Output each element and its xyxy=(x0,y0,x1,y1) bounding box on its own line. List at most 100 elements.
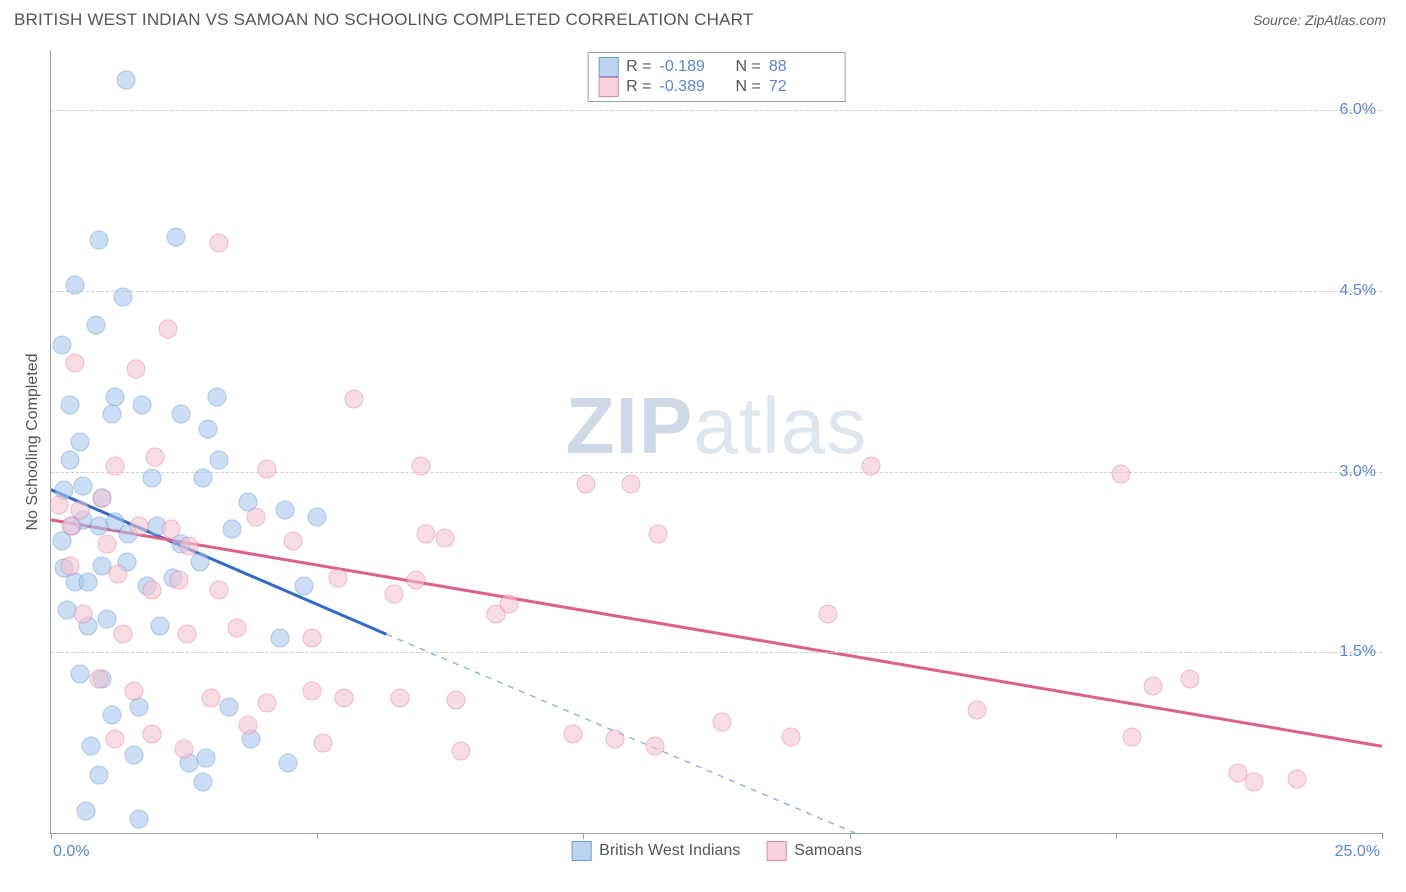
scatter-point xyxy=(143,725,162,744)
scatter-point xyxy=(105,456,124,475)
chart-header: BRITISH WEST INDIAN VS SAMOAN NO SCHOOLI… xyxy=(0,0,1406,34)
scatter-point xyxy=(97,609,116,628)
scatter-point xyxy=(79,573,98,592)
scatter-point xyxy=(648,525,667,544)
scatter-point xyxy=(143,468,162,487)
chart-title: BRITISH WEST INDIAN VS SAMOAN NO SCHOOLI… xyxy=(14,10,753,30)
scatter-point xyxy=(499,595,518,614)
scatter-point xyxy=(220,697,239,716)
legend-correlation: R = -0.189 N = 88 R = -0.389 N = 72 xyxy=(587,52,846,102)
scatter-point xyxy=(65,275,84,294)
y-tick-label: 6.0% xyxy=(1340,101,1376,119)
scatter-point xyxy=(238,715,257,734)
x-tick-mark xyxy=(1116,833,1117,839)
y-tick-label: 3.0% xyxy=(1340,463,1376,481)
y-tick-label: 4.5% xyxy=(1340,282,1376,300)
x-tick-label: 25.0% xyxy=(1335,843,1380,861)
scatter-point xyxy=(209,450,228,469)
scatter-point xyxy=(246,508,265,527)
scatter-point xyxy=(169,571,188,590)
scatter-point xyxy=(52,336,71,355)
scatter-point xyxy=(435,528,454,547)
scatter-point xyxy=(968,701,987,720)
legend-series: British West Indians Samoans xyxy=(571,841,862,861)
scatter-point xyxy=(209,580,228,599)
scatter-point xyxy=(345,390,364,409)
x-tick-mark xyxy=(51,833,52,839)
scatter-point xyxy=(294,577,313,596)
scatter-point xyxy=(861,456,880,475)
scatter-point xyxy=(622,474,641,493)
scatter-point xyxy=(385,585,404,604)
scatter-point xyxy=(199,420,218,439)
scatter-point xyxy=(97,534,116,553)
scatter-point xyxy=(1144,677,1163,696)
scatter-point xyxy=(172,404,191,423)
scatter-point xyxy=(782,727,801,746)
gridline xyxy=(51,652,1382,653)
scatter-point xyxy=(124,745,143,764)
scatter-point xyxy=(81,737,100,756)
series1-r-value: -0.189 xyxy=(660,58,722,76)
gridline xyxy=(51,472,1382,473)
legend-row-series1: R = -0.189 N = 88 xyxy=(598,57,831,77)
scatter-point xyxy=(143,580,162,599)
y-axis-label: No Schooling Completed xyxy=(24,353,42,530)
x-tick-label: 0.0% xyxy=(53,843,89,861)
scatter-point xyxy=(129,516,148,535)
swatch-pink-icon xyxy=(766,841,786,861)
scatter-point xyxy=(712,713,731,732)
scatter-point xyxy=(209,233,228,252)
series2-r-value: -0.389 xyxy=(660,78,722,96)
scatter-point xyxy=(167,227,186,246)
scatter-point xyxy=(577,474,596,493)
scatter-point xyxy=(1181,669,1200,688)
scatter-point xyxy=(257,460,276,479)
chart-source: Source: ZipAtlas.com xyxy=(1253,12,1386,28)
scatter-point xyxy=(105,387,124,406)
scatter-point xyxy=(606,730,625,749)
chart-container: ZIPatlas No Schooling Completed R = -0.1… xyxy=(14,34,1394,864)
scatter-point xyxy=(116,71,135,90)
scatter-point xyxy=(193,773,212,792)
scatter-point xyxy=(284,532,303,551)
series2-n-value: 72 xyxy=(769,78,831,96)
scatter-point xyxy=(329,568,348,587)
scatter-point xyxy=(92,489,111,508)
scatter-point xyxy=(60,396,79,415)
series1-n-value: 88 xyxy=(769,58,831,76)
scatter-point xyxy=(646,737,665,756)
scatter-point xyxy=(132,396,151,415)
scatter-point xyxy=(276,501,295,520)
gridline xyxy=(51,291,1382,292)
scatter-point xyxy=(308,508,327,527)
scatter-point xyxy=(124,681,143,700)
scatter-point xyxy=(60,450,79,469)
scatter-point xyxy=(819,604,838,623)
scatter-point xyxy=(390,689,409,708)
scatter-point xyxy=(446,691,465,710)
scatter-point xyxy=(191,552,210,571)
scatter-point xyxy=(417,525,436,544)
scatter-point xyxy=(257,693,276,712)
scatter-point xyxy=(87,315,106,334)
scatter-point xyxy=(103,404,122,423)
scatter-point xyxy=(1112,465,1131,484)
x-tick-mark xyxy=(317,833,318,839)
scatter-point xyxy=(334,689,353,708)
scatter-point xyxy=(1122,727,1141,746)
scatter-point xyxy=(563,725,582,744)
scatter-point xyxy=(412,456,431,475)
swatch-pink-icon xyxy=(598,77,618,97)
scatter-point xyxy=(105,730,124,749)
scatter-point xyxy=(113,625,132,644)
scatter-point xyxy=(159,320,178,339)
scatter-point xyxy=(1245,773,1264,792)
scatter-point xyxy=(180,537,199,556)
scatter-point xyxy=(313,733,332,752)
scatter-point xyxy=(113,287,132,306)
scatter-point xyxy=(129,809,148,828)
x-tick-mark xyxy=(1382,833,1383,839)
legend-item-series2: Samoans xyxy=(766,841,862,861)
scatter-point xyxy=(197,749,216,768)
